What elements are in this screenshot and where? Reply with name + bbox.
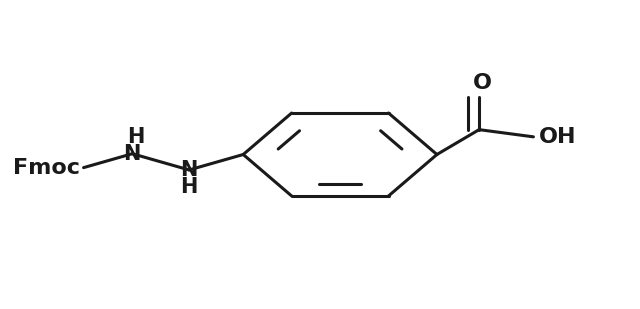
Text: O: O <box>473 74 492 94</box>
Text: Fmoc: Fmoc <box>13 158 81 178</box>
Text: N: N <box>124 144 141 164</box>
Text: H: H <box>127 127 144 147</box>
Text: OH: OH <box>538 127 576 147</box>
Text: N: N <box>180 160 198 180</box>
Text: H: H <box>180 177 198 197</box>
